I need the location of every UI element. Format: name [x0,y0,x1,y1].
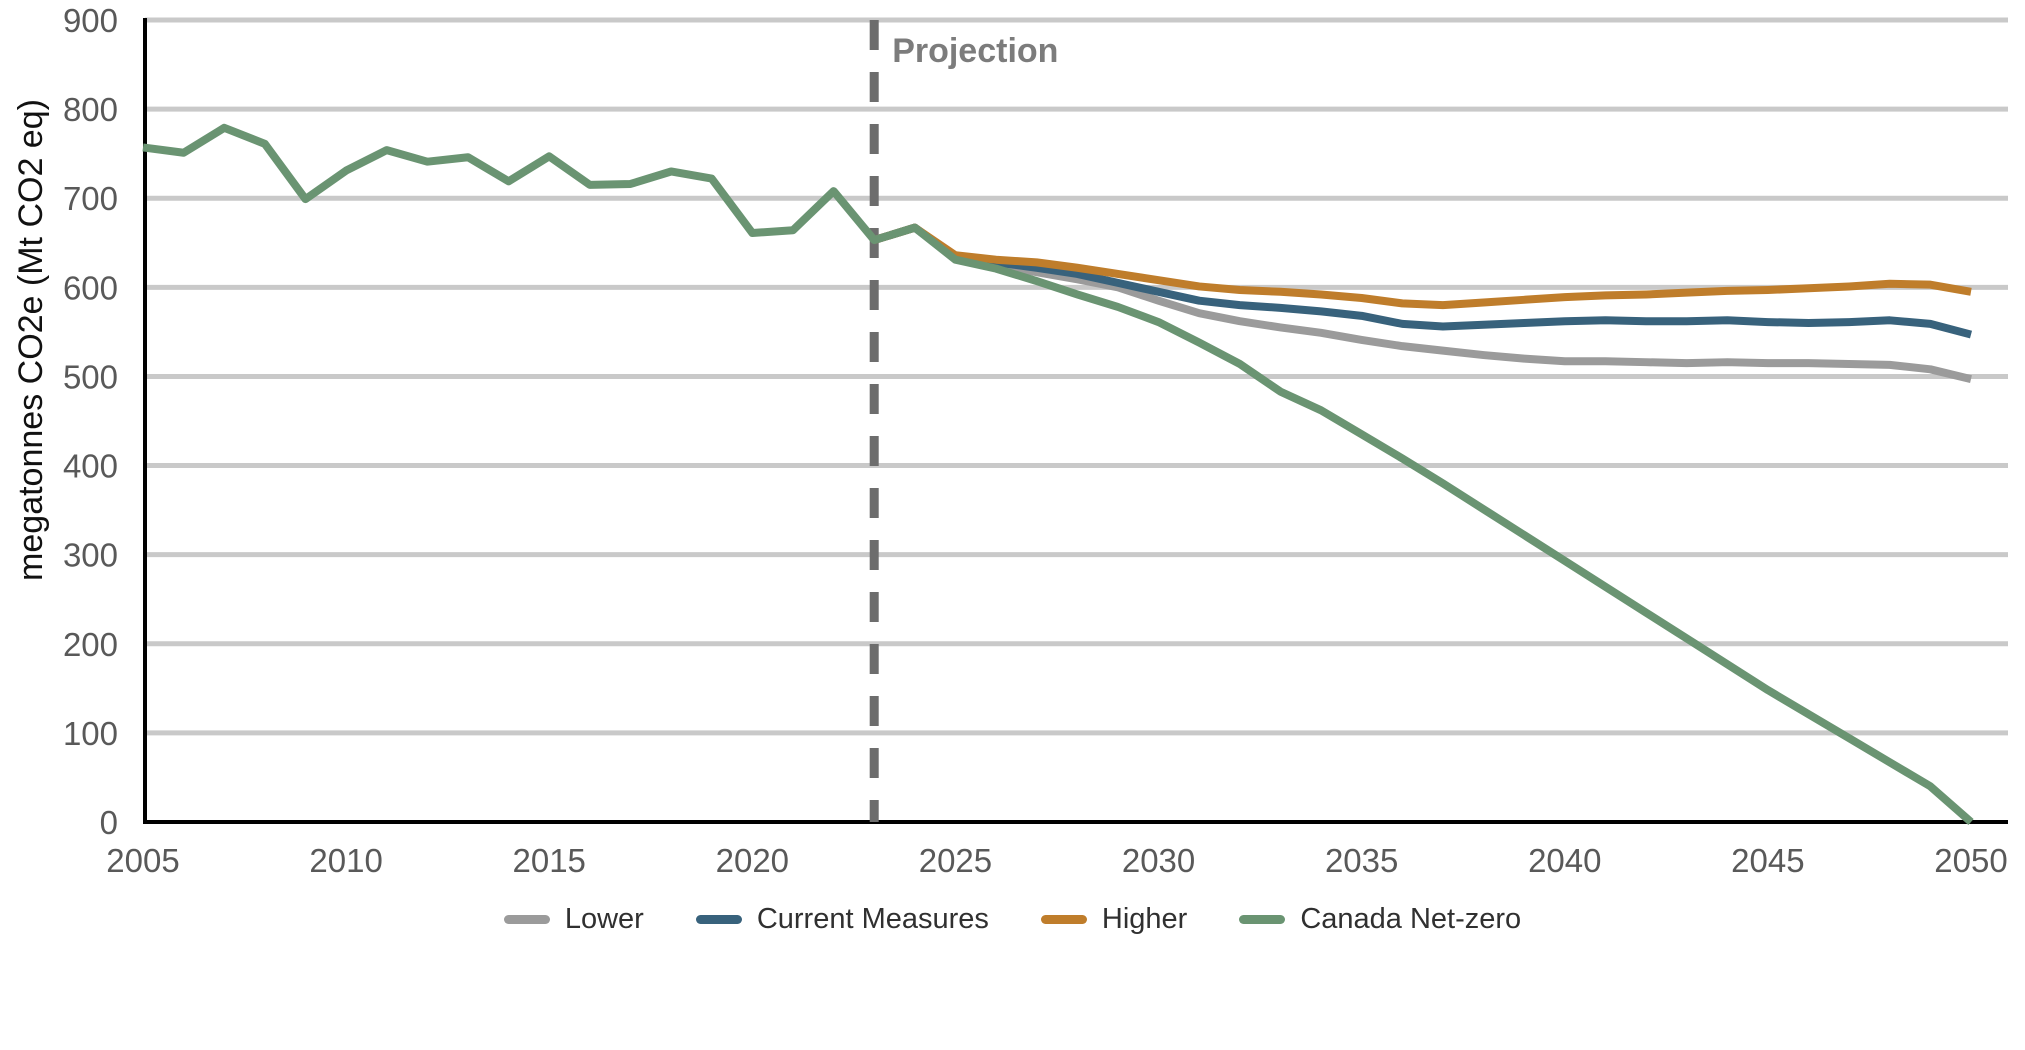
legend-label: Canada Net-zero [1300,903,1522,935]
y-tick-label-500: 500 [63,358,118,395]
chart-canvas: Projection 0 100 200 300 400 500 600 700 800 900 20… [12,2,2008,879]
y-axis-title: megatonnes CO2e (Mt CO2 eq) [12,99,50,581]
series-line-lower [873,223,1972,384]
projection-annotation: Projection [892,32,1058,70]
x-tick-label-2025: 2025 [919,842,992,879]
legend-swatch-lower [503,915,550,924]
y-tick-label-800: 800 [63,91,118,128]
legend-item-current-measures[interactable]: Current Measures [695,903,989,935]
y-tick-label-700: 700 [63,180,118,217]
series-line-current-measures [873,223,1973,339]
series-line-higher [873,223,1972,310]
legend-swatch-higher [1040,915,1087,924]
x-tick-label-2030: 2030 [1122,842,1195,879]
legend-item-canada-net-zero[interactable]: Canada Net-zero [1239,905,1521,934]
y-tick-label-0: 0 [100,804,118,841]
legend-swatch-current-measures [695,915,742,924]
chart-legend: Lower Current Measures Higher Canada Net-ze… [0,905,2025,934]
legend-label: Higher [1101,903,1188,935]
legend-item-higher[interactable]: Higher [1040,903,1188,935]
y-tick-label-200: 200 [63,626,118,663]
emissions-line-chart: Projection 0 100 200 300 400 500 600 700 800 900 20… [12,2,2008,879]
y-tick-label-900: 900 [63,2,118,39]
x-tick-label-2045: 2045 [1731,842,1804,879]
x-tick-label-2005: 2005 [106,842,179,879]
legend-item-lower[interactable]: Lower [503,903,644,935]
series-line-historical-and-canada-net-zero [142,123,1974,826]
x-tick-label-2020: 2020 [716,842,789,879]
x-tick-label-2015: 2015 [513,842,586,879]
legend-label: Current Measures [756,903,989,935]
y-tick-label-600: 600 [63,269,118,306]
x-tick-label-2040: 2040 [1528,842,1601,879]
y-tick-label-300: 300 [63,537,118,574]
legend-swatch-canada-net-zero [1239,915,1286,924]
x-tick-label-2035: 2035 [1325,842,1398,879]
legend-label: Lower [564,903,644,935]
x-tick-label-2050: 2050 [1934,842,2007,879]
x-tick-label-2010: 2010 [309,842,382,879]
y-tick-label-100: 100 [63,715,118,752]
y-tick-label-400: 400 [63,448,118,485]
